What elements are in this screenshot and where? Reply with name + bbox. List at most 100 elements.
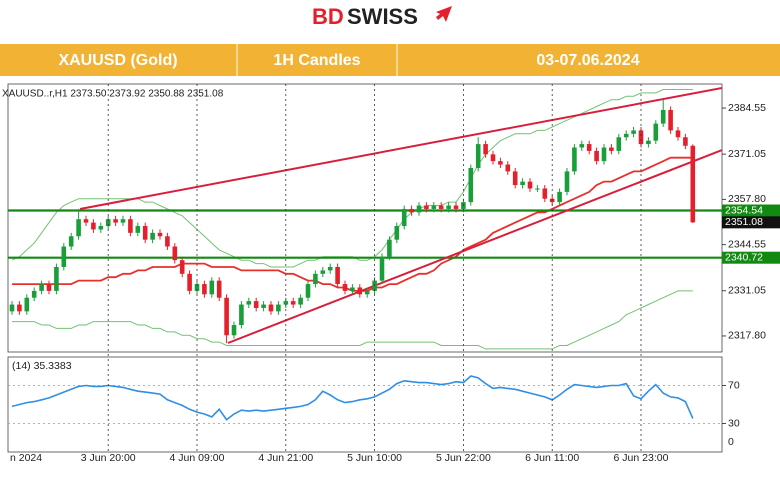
rsi-panel <box>8 375 722 424</box>
candle-body <box>527 181 533 189</box>
candle-body <box>179 260 185 274</box>
banner <box>0 44 780 76</box>
candle-body <box>31 290 37 298</box>
candle-body <box>623 133 629 138</box>
candle-body <box>150 232 155 240</box>
level-price-box <box>722 204 780 217</box>
candle-body <box>387 239 392 257</box>
candle-body <box>379 256 385 281</box>
candle-body <box>520 181 525 186</box>
x-tick-label: 6 Jun 23:00 <box>614 452 669 464</box>
trendline <box>227 149 722 344</box>
candle-body <box>394 226 400 240</box>
y-tick-label: 0 <box>728 436 734 448</box>
x-tick-label: 5 Jun 22:00 <box>436 452 491 464</box>
candle-body <box>675 130 681 138</box>
candle-body <box>609 147 614 151</box>
banner-cell: 03-07.06.2024 <box>536 52 639 69</box>
candle-body <box>46 284 52 291</box>
rsi-frame <box>7 356 723 453</box>
last-price-label: 2351.08 <box>725 216 763 228</box>
candle-body <box>357 287 363 295</box>
rsi-line <box>11 375 694 421</box>
candle-body <box>438 205 444 209</box>
price-panel <box>8 87 722 350</box>
axes: XAUUSD..r,H1 2373.50 2373.92 2350.88 235… <box>2 84 780 464</box>
candle-body <box>172 246 178 261</box>
candle-body <box>660 109 666 124</box>
candle-body <box>638 130 644 145</box>
candle-body <box>409 208 414 213</box>
symbol-header: XAUUSD..r,H1 2373.50 2373.92 2350.88 235… <box>2 89 224 100</box>
candle-body <box>120 219 126 223</box>
candle-body <box>424 205 429 209</box>
x-tick-label: 3 Jun 20:00 <box>81 452 136 464</box>
candle-body <box>631 130 636 134</box>
candle-body <box>142 226 148 240</box>
candle-body <box>283 301 289 305</box>
candle-body <box>98 226 104 230</box>
bollinger-band <box>12 290 693 350</box>
candle-body <box>17 304 22 312</box>
candle-body <box>91 222 96 230</box>
logo-swiss: SWISS <box>347 4 418 29</box>
candle-body <box>113 219 118 223</box>
candle-body <box>512 171 518 186</box>
candle-body <box>601 147 607 162</box>
candle-body <box>542 188 548 199</box>
y-tick-label: 2317.80 <box>728 330 766 342</box>
x-tick-label: n 2024 <box>10 452 42 464</box>
candle-body <box>157 232 163 237</box>
candle-body <box>498 161 503 165</box>
candle-body <box>39 284 44 291</box>
x-tick-label: 6 Jun 11:00 <box>525 452 579 464</box>
candle-body <box>268 304 274 312</box>
candle-body <box>416 205 422 213</box>
banner-cell: 1H Candles <box>273 52 360 69</box>
candle-body <box>246 301 252 305</box>
y-tick-label: 2384.55 <box>728 102 766 114</box>
candle-body <box>594 150 599 162</box>
candle-body <box>194 284 200 291</box>
y-tick-label: 2371.05 <box>728 148 766 160</box>
level-price-label: 2354.54 <box>725 204 763 216</box>
candle-body <box>105 219 111 227</box>
y-tick-label: 70 <box>728 379 740 391</box>
y-tick-label: 30 <box>728 417 740 429</box>
candle-body <box>224 297 229 336</box>
candle-body <box>683 137 688 146</box>
trendline <box>79 87 722 210</box>
logo-bd: BD <box>312 4 344 29</box>
banner-cell: XAUUSD (Gold) <box>58 52 177 69</box>
candle-body <box>668 109 673 131</box>
candle-body <box>187 273 192 291</box>
y-tick-label: 2331.05 <box>728 284 766 296</box>
candle-body <box>579 144 585 148</box>
candle-body <box>490 154 496 162</box>
x-tick-label: 4 Jun 21:00 <box>258 452 313 464</box>
candle-body <box>9 304 15 312</box>
candle-body <box>128 219 133 233</box>
candle-body <box>335 266 340 285</box>
candle-body <box>313 273 318 285</box>
level-price-box <box>722 251 780 264</box>
level-price-label: 2340.72 <box>725 251 763 263</box>
candle-body <box>586 144 592 151</box>
candle-body <box>475 144 481 168</box>
candle-body <box>350 287 355 291</box>
last-price-box <box>722 216 780 229</box>
candle-body <box>468 167 474 203</box>
x-tick-label: 5 Jun 10:00 <box>347 452 402 464</box>
candle-body <box>61 246 67 267</box>
x-tick-label: 4 Jun 09:00 <box>170 452 225 464</box>
y-tick-label: 2357.80 <box>728 193 766 205</box>
candle-body <box>483 144 488 155</box>
candle-body <box>364 290 370 295</box>
candle-body <box>68 236 74 247</box>
candle-body <box>557 191 562 203</box>
candle-body <box>209 280 215 295</box>
candle-body <box>535 188 540 190</box>
candle-body <box>327 266 333 271</box>
candle-body <box>431 205 437 209</box>
